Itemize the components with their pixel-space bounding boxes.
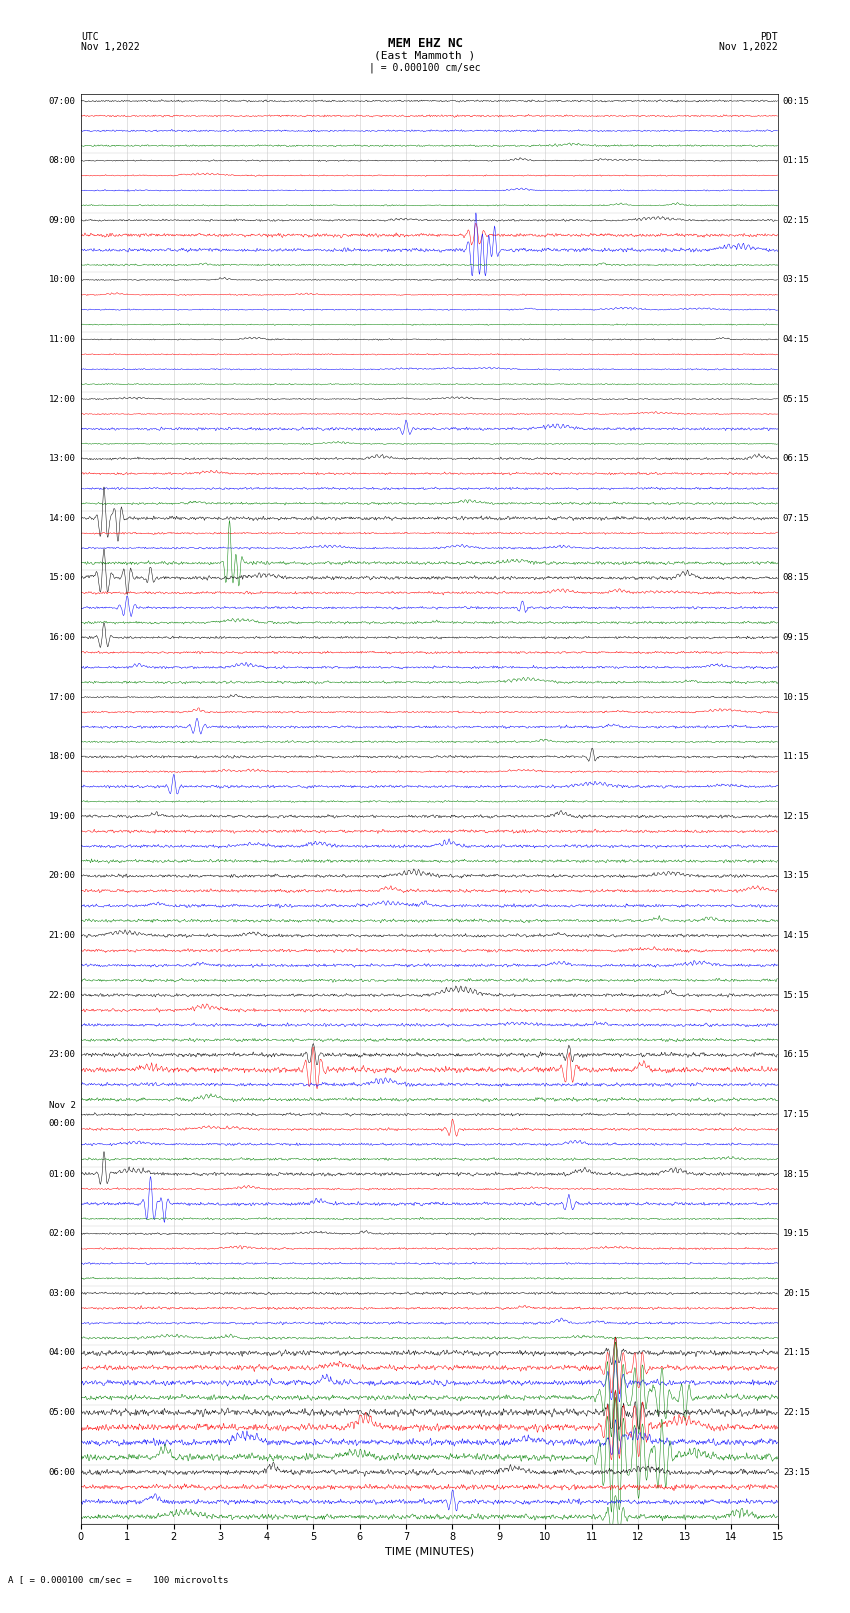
- Text: 07:00: 07:00: [48, 97, 76, 105]
- Text: 08:00: 08:00: [48, 156, 76, 165]
- Text: 22:15: 22:15: [783, 1408, 810, 1416]
- Text: 16:15: 16:15: [783, 1050, 810, 1060]
- Text: 14:00: 14:00: [48, 515, 76, 523]
- Text: 03:00: 03:00: [48, 1289, 76, 1298]
- Text: 10:00: 10:00: [48, 276, 76, 284]
- Text: 07:15: 07:15: [783, 515, 810, 523]
- Text: 09:15: 09:15: [783, 632, 810, 642]
- X-axis label: TIME (MINUTES): TIME (MINUTES): [385, 1547, 473, 1557]
- Text: 01:00: 01:00: [48, 1169, 76, 1179]
- Text: 06:00: 06:00: [48, 1468, 76, 1476]
- Text: 19:15: 19:15: [783, 1229, 810, 1239]
- Text: 23:00: 23:00: [48, 1050, 76, 1060]
- Text: 04:00: 04:00: [48, 1348, 76, 1358]
- Text: 11:15: 11:15: [783, 752, 810, 761]
- Text: 21:00: 21:00: [48, 931, 76, 940]
- Text: Nov 1,2022: Nov 1,2022: [81, 42, 139, 52]
- Text: 02:00: 02:00: [48, 1229, 76, 1239]
- Text: 01:15: 01:15: [783, 156, 810, 165]
- Text: Nov 2: Nov 2: [48, 1100, 76, 1110]
- Text: 17:15: 17:15: [783, 1110, 810, 1119]
- Text: 09:00: 09:00: [48, 216, 76, 224]
- Text: 11:00: 11:00: [48, 336, 76, 344]
- Text: 22:00: 22:00: [48, 990, 76, 1000]
- Text: 23:15: 23:15: [783, 1468, 810, 1476]
- Text: PDT: PDT: [760, 32, 778, 42]
- Text: 00:15: 00:15: [783, 97, 810, 105]
- Text: 08:15: 08:15: [783, 573, 810, 582]
- Text: 12:00: 12:00: [48, 395, 76, 403]
- Text: (East Mammoth ): (East Mammoth ): [374, 50, 476, 60]
- Text: 19:00: 19:00: [48, 811, 76, 821]
- Text: 00:00: 00:00: [48, 1119, 76, 1127]
- Text: 02:15: 02:15: [783, 216, 810, 224]
- Text: Nov 1,2022: Nov 1,2022: [719, 42, 778, 52]
- Text: A [ = 0.000100 cm/sec =    100 microvolts: A [ = 0.000100 cm/sec = 100 microvolts: [8, 1574, 229, 1584]
- Text: 13:00: 13:00: [48, 455, 76, 463]
- Text: 20:15: 20:15: [783, 1289, 810, 1298]
- Text: 15:00: 15:00: [48, 573, 76, 582]
- Text: 13:15: 13:15: [783, 871, 810, 881]
- Text: 16:00: 16:00: [48, 632, 76, 642]
- Text: MEM EHZ NC: MEM EHZ NC: [388, 37, 462, 50]
- Text: 15:15: 15:15: [783, 990, 810, 1000]
- Text: 12:15: 12:15: [783, 811, 810, 821]
- Text: 03:15: 03:15: [783, 276, 810, 284]
- Text: 05:00: 05:00: [48, 1408, 76, 1416]
- Text: 06:15: 06:15: [783, 455, 810, 463]
- Text: 05:15: 05:15: [783, 395, 810, 403]
- Text: 20:00: 20:00: [48, 871, 76, 881]
- Text: 18:15: 18:15: [783, 1169, 810, 1179]
- Text: 18:00: 18:00: [48, 752, 76, 761]
- Text: | = 0.000100 cm/sec: | = 0.000100 cm/sec: [369, 63, 481, 74]
- Text: 10:15: 10:15: [783, 692, 810, 702]
- Text: UTC: UTC: [81, 32, 99, 42]
- Text: 04:15: 04:15: [783, 336, 810, 344]
- Text: 17:00: 17:00: [48, 692, 76, 702]
- Text: 14:15: 14:15: [783, 931, 810, 940]
- Text: 21:15: 21:15: [783, 1348, 810, 1358]
